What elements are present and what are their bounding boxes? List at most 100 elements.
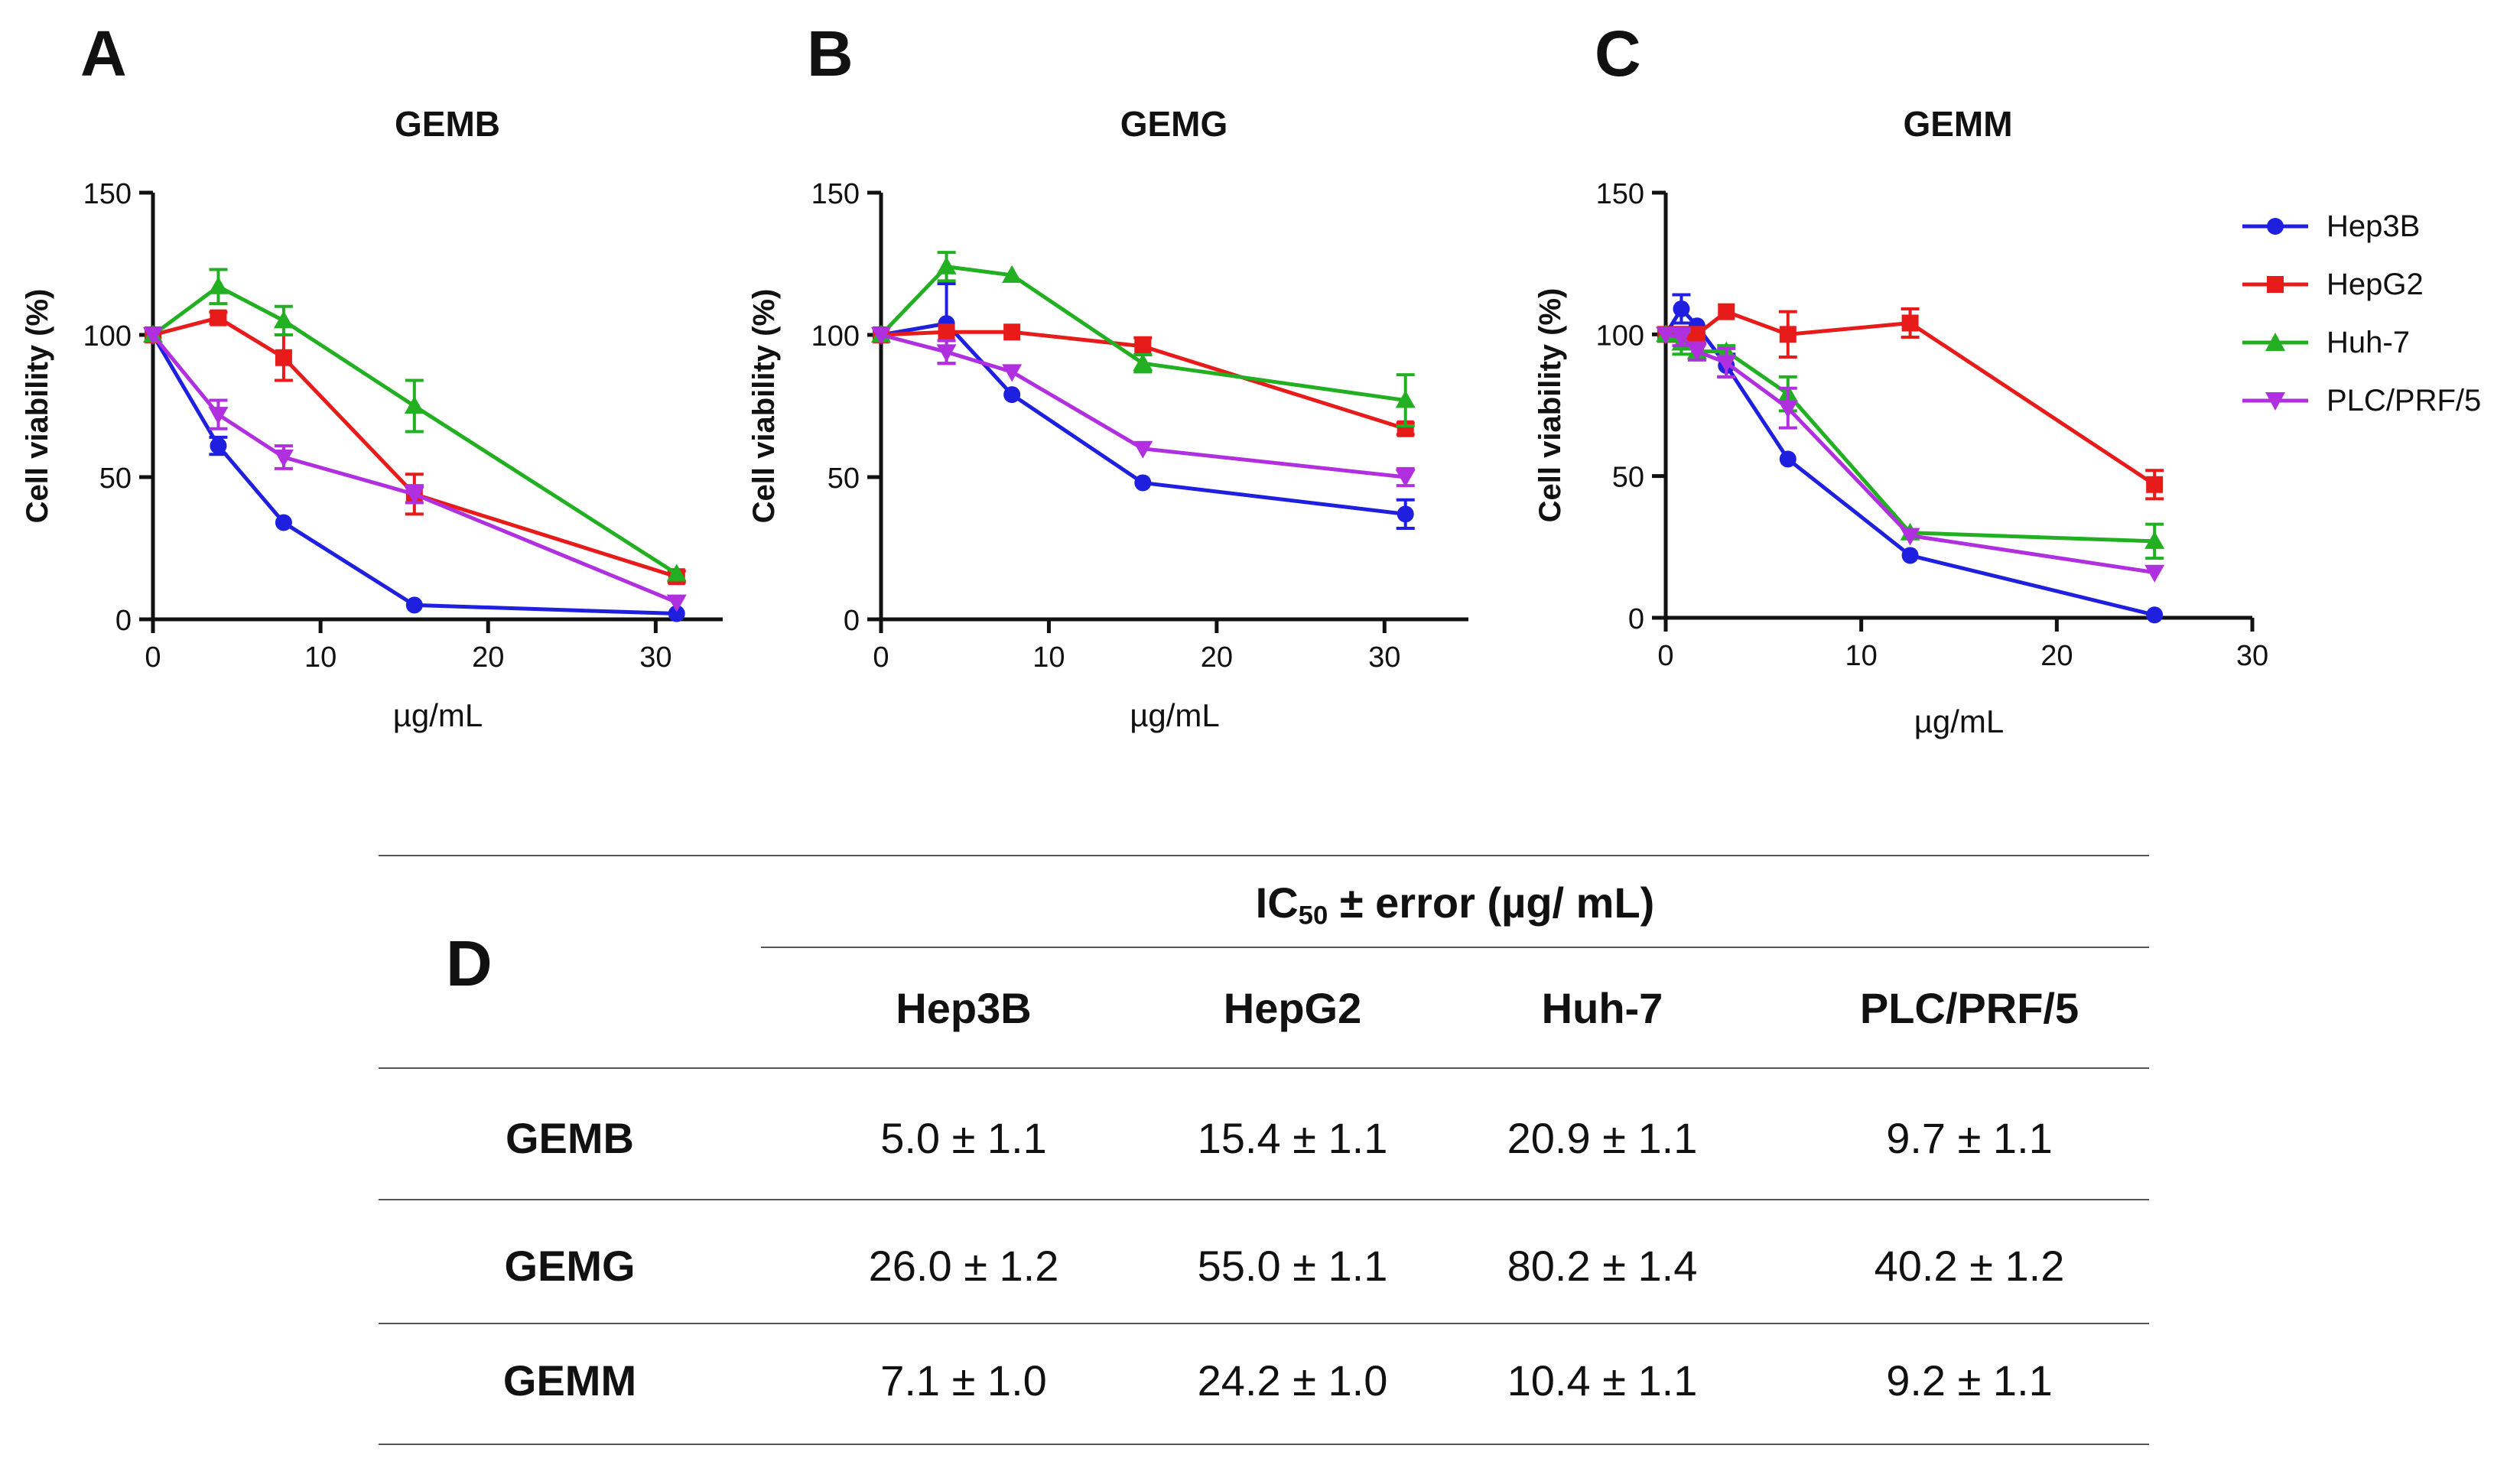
data-point [2146,606,2164,624]
header-subscript: 50 [1298,901,1328,930]
column-header-hep3b: Hep3B [896,984,1032,1032]
y-tick-label: 0 [115,605,132,637]
series-plc-prf-5 [871,327,1416,488]
x-tick-label: 10 [1845,640,1878,672]
chart-title: GEMB [395,104,500,144]
data-point [1779,450,1797,468]
legend-item-hepg2: HepG2 [2241,255,2481,313]
data-point [1901,314,1919,332]
x-tick-label: 30 [2236,640,2268,672]
data-point [210,437,227,455]
y-tick-label: 0 [844,605,860,637]
data-point [936,344,957,362]
panel-letter-a: A [80,18,127,89]
y-axis-label: Cell viability (%) [1533,288,1567,523]
y-tick-label: 0 [1628,603,1644,635]
x-axis-label: µg/mL [1130,697,1220,733]
y-tick-label: 50 [1612,462,1644,494]
legend-label-hep3b: Hep3B [2327,209,2421,243]
cell-gemb-plcprf5: 9.7 ± 1.1 [1886,1114,2053,1162]
data-point [936,256,957,274]
data-point [666,594,687,612]
data-point [1133,440,1153,459]
data-point [1134,337,1152,355]
chart-title: GEMM [1903,104,2012,144]
legend: Hep3B HepG2 Huh-7 PLC/PRF/5 [2241,197,2481,430]
chart-2: GEMM 0 50 100 150 0 10 20 30 µg/mL Cell viability … [1533,104,2268,739]
data-point [2146,476,2164,493]
column-header-huh7: Huh-7 [1541,984,1663,1032]
data-point [405,596,423,614]
x-tick-label: 20 [2040,640,2073,672]
y-axis-label: Cell viability (%) [21,289,54,524]
data-point [1003,323,1021,341]
data-point [1134,474,1152,492]
x-tick-label: 10 [1032,641,1065,674]
data-point [938,323,955,341]
y-tick-label: 50 [828,463,860,495]
legend-marker-hepg2 [2242,276,2308,293]
table-bottom-rule [379,1444,2149,1445]
row-label-gemm: GEMM [502,1356,637,1405]
chart-0: GEMB 0 50 100 150 0 10 20 30 µg/mL Cell viability … [21,104,723,733]
y-tick-label: 150 [83,178,132,210]
y-tick-label: 150 [1596,178,1644,210]
legend-item-plcprf5: PLC/PRF/5 [2241,372,2481,430]
series-plc-prf-5 [143,327,687,612]
data-point [1777,400,1798,418]
data-point [1688,326,1705,343]
legend-item-hep3b: Hep3B [2241,197,2481,255]
data-point [275,514,292,531]
legend-marker-hep3b [2242,218,2308,235]
cell-gemm-hep3b: 7.1 ± 1.0 [880,1356,1047,1405]
data-point [404,396,424,414]
cell-gemg-plcprf5: 40.2 ± 1.2 [1874,1242,2065,1290]
data-point [1133,353,1153,372]
x-axis-label: µg/mL [393,697,483,733]
data-point [1002,364,1023,382]
legend-label-plcprf5: PLC/PRF/5 [2327,383,2482,417]
data-point [1656,326,1676,345]
cell-gemg-hepg2: 55.0 ± 1.1 [1197,1242,1388,1290]
data-point [1779,326,1797,343]
x-tick-label: 30 [1368,641,1400,674]
y-tick-label: 100 [811,320,860,352]
column-header-hepg2: HepG2 [1223,984,1362,1032]
row-label-gemb: GEMB [506,1114,634,1162]
y-tick-label: 50 [99,463,132,495]
legend-label-hepg2: HepG2 [2327,267,2424,301]
data-point [210,309,227,326]
legend-marker-huh7 [2242,333,2308,351]
series-line [1663,305,2155,617]
data-point [2144,531,2165,549]
data-point [1003,386,1021,404]
data-point [1673,300,1690,317]
ic50-table: D IC50 ± error (µg/ mL) Hep3B HepG2 Huh-… [379,855,2149,1451]
y-axis-label: Cell viability (%) [747,289,781,524]
series-plc-prf-5 [1656,326,2165,583]
data-point [1901,547,1919,564]
column-header-plcprf5: PLC/PRF/5 [1859,984,2079,1032]
header-ic: IC [1255,879,1299,927]
data-point [871,327,891,345]
series-hep3b [1657,293,2164,624]
legend-marker-plcprf5 [2242,392,2308,411]
header-rest: ± error (µg/ mL) [1328,879,1655,927]
cell-gemb-huh7: 20.9 ± 1.1 [1507,1114,1698,1162]
data-point [1002,265,1023,283]
x-tick-label: 0 [1657,640,1673,672]
series-hepg2 [1657,303,2164,501]
data-point [668,605,685,622]
series-line [152,315,678,579]
legend-item-huh7: Huh-7 [2241,313,2481,372]
table-group-rule [761,947,2149,948]
data-point [1718,303,1735,320]
data-point [1395,390,1416,408]
cell-gemm-huh7: 10.4 ± 1.1 [1507,1356,1698,1405]
x-tick-label: 0 [873,641,889,674]
data-point [1395,469,1416,487]
data-point [273,310,294,329]
cell-gemm-hepg2: 24.2 ± 1.0 [1197,1356,1388,1405]
cell-gemg-hep3b: 26.0 ± 1.2 [868,1242,1059,1290]
